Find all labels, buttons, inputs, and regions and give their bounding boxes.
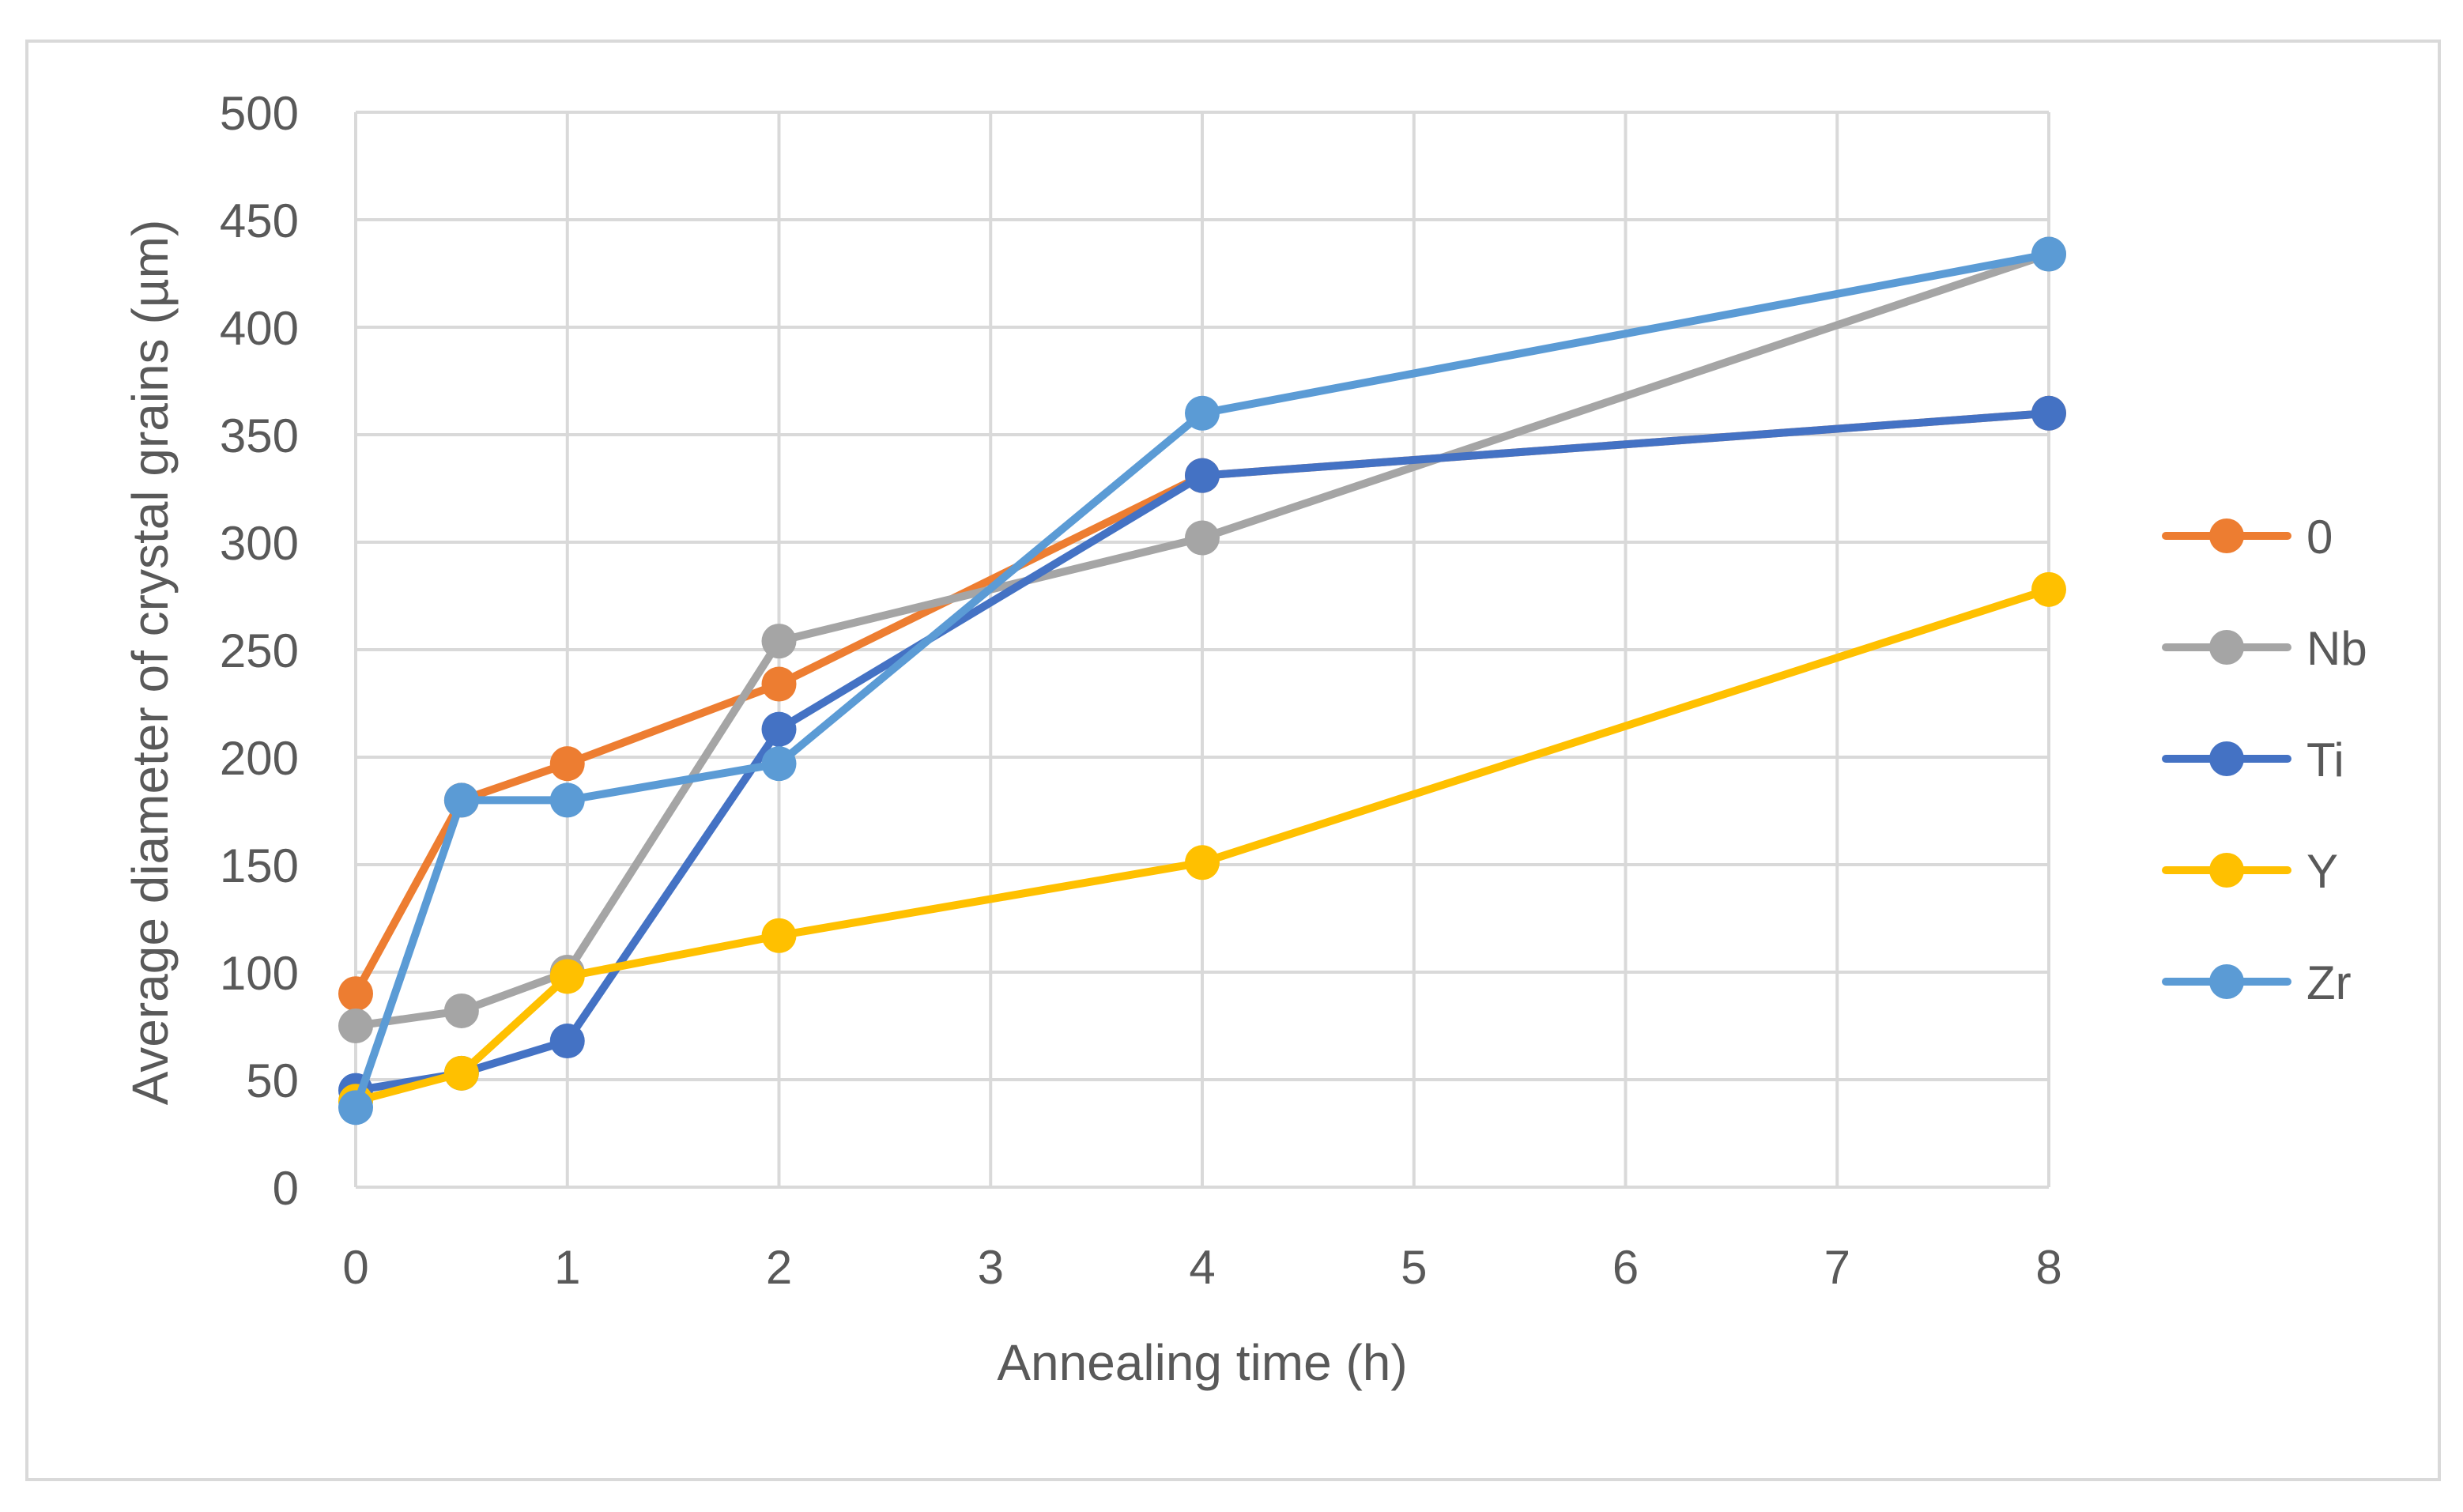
data-point [1185, 395, 1220, 431]
y-tick-label: 150 [220, 839, 299, 892]
data-point [338, 1090, 373, 1126]
legend-marker [2209, 630, 2244, 665]
series-line [352, 250, 2053, 1030]
data-point [549, 1024, 585, 1059]
y-tick-label: 350 [220, 409, 299, 462]
series-line [352, 585, 2053, 1106]
series-line [352, 250, 2053, 1112]
legend-label: 0 [2306, 511, 2333, 564]
data-point [761, 624, 797, 659]
legend: 0 Nb Ti Y Zr [2162, 511, 2367, 1009]
data-point [338, 976, 373, 1012]
y-axis-ticks: 0 50 100 150 200 250 300 350 400 450 500 [220, 87, 299, 1215]
grid [354, 111, 2050, 1189]
x-axis-label: Annealing time (h) [997, 1334, 1407, 1391]
legend-marker [2209, 964, 2244, 999]
y-tick-label: 0 [273, 1162, 299, 1215]
legend-marker [2209, 741, 2244, 776]
legend-label: Ti [2306, 733, 2344, 786]
x-tick-label: 3 [978, 1241, 1004, 1294]
x-tick-label: 4 [1189, 1241, 1215, 1294]
data-point [443, 782, 479, 818]
y-tick-label: 450 [220, 194, 299, 247]
data-point [443, 993, 479, 1028]
y-tick-label: 200 [220, 732, 299, 785]
y-tick-label: 50 [246, 1054, 299, 1107]
legend-marker [2209, 853, 2244, 888]
y-tick-label: 100 [220, 947, 299, 1000]
y-tick-label: 400 [220, 302, 299, 355]
x-tick-label: 0 [342, 1241, 368, 1294]
y-axis-label: Average diameter of crystal grains (µm) [122, 220, 179, 1106]
data-point [443, 1055, 479, 1091]
x-tick-label: 5 [1401, 1241, 1427, 1294]
chart-frame [25, 40, 2441, 1481]
data-point [761, 746, 797, 782]
data-point [549, 959, 585, 994]
series-zr [338, 236, 2066, 1126]
data-point [2031, 395, 2066, 431]
data-point [761, 666, 797, 702]
legend-item: Y [2162, 845, 2338, 898]
y-tick-label: 300 [220, 517, 299, 570]
x-tick-label: 8 [2035, 1241, 2061, 1294]
y-tick-label: 250 [220, 624, 299, 677]
x-tick-label: 6 [1612, 1241, 1639, 1294]
legend-item: Nb [2162, 622, 2367, 675]
data-point [549, 782, 585, 818]
data-point [1185, 520, 1220, 556]
series-lines [338, 236, 2066, 1126]
data-point [761, 918, 797, 953]
x-axis-ticks: 0 1 2 3 4 5 6 7 8 [342, 1241, 2061, 1294]
legend-item: 0 [2162, 511, 2333, 564]
series-y [338, 571, 2066, 1119]
data-point [549, 746, 585, 782]
legend-marker [2209, 518, 2244, 553]
x-tick-label: 1 [554, 1241, 580, 1294]
data-point [1185, 845, 1220, 880]
data-point [2031, 571, 2066, 607]
y-tick-label: 500 [220, 87, 299, 140]
data-point [1185, 458, 1220, 493]
legend-item: Ti [2162, 733, 2344, 786]
legend-item: Zr [2162, 956, 2352, 1009]
data-point [2031, 236, 2066, 272]
legend-label: Y [2306, 845, 2338, 898]
legend-label: Nb [2306, 622, 2367, 675]
data-point [338, 1009, 373, 1043]
x-tick-label: 2 [766, 1241, 792, 1294]
x-tick-label: 7 [1824, 1241, 1850, 1294]
data-point [761, 711, 797, 747]
legend-label: Zr [2306, 956, 2352, 1009]
